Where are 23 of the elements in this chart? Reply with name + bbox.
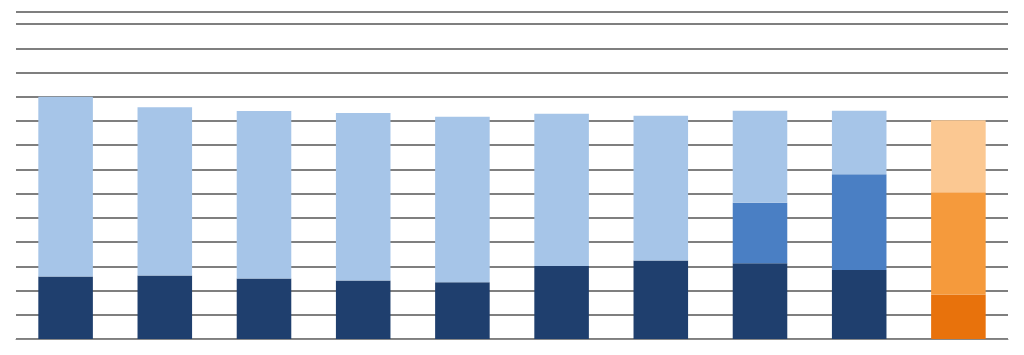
bar: [137, 107, 193, 276]
bar: [435, 282, 490, 339]
bar: [534, 113, 589, 267]
bar: [831, 269, 887, 339]
bar: [38, 96, 93, 277]
bar: [732, 263, 788, 339]
bar: [236, 278, 292, 339]
bar: [732, 202, 788, 264]
bar: [236, 111, 292, 279]
bar: [633, 115, 689, 261]
bar: [931, 192, 986, 295]
bar: [831, 174, 887, 270]
bar: [137, 275, 193, 339]
bar: [38, 276, 93, 339]
bar: [335, 280, 391, 339]
bar: [435, 116, 490, 283]
bar: [931, 294, 986, 339]
bar: [732, 110, 788, 203]
bar: [534, 266, 589, 339]
bar: [633, 260, 689, 339]
bar: [335, 113, 391, 281]
bar: [831, 110, 887, 175]
bar: [931, 120, 986, 193]
